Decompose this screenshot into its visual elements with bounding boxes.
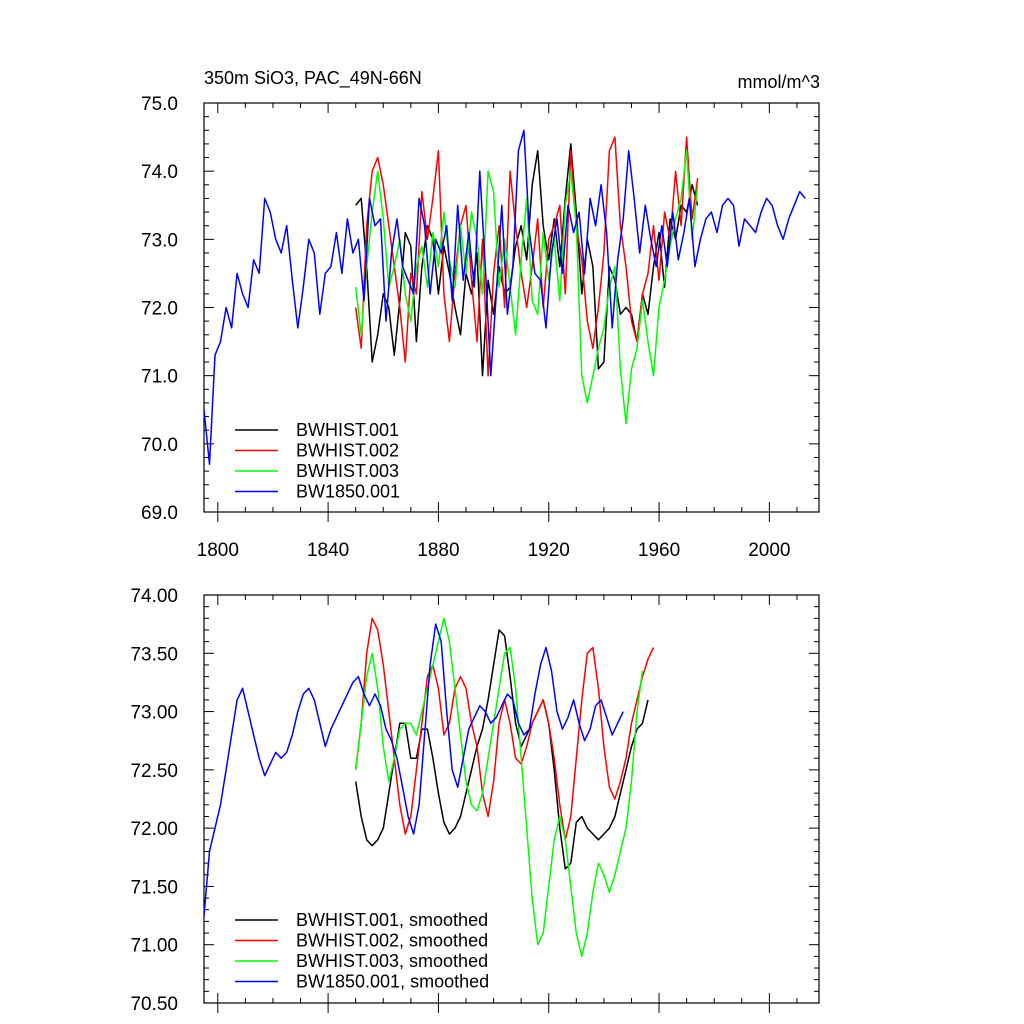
y-tick-label: 70.50 <box>130 994 178 1015</box>
plot-frame <box>203 594 820 1004</box>
y-tick-label: 73.00 <box>130 703 178 724</box>
legend-label: BW1850.001 <box>296 482 400 502</box>
y-tick-label: 75.0 <box>141 94 178 115</box>
y-tick-label: 73.0 <box>141 230 178 251</box>
y-tick-label: 69.0 <box>141 503 178 524</box>
legend-label: BW1850.001, smoothed <box>296 972 489 992</box>
legend-label: BWHIST.003 <box>296 461 399 481</box>
y-tick-label: 71.50 <box>130 877 178 898</box>
x-tick-label: 1840 <box>307 540 349 561</box>
units-label: mmol/m^3 <box>738 72 820 92</box>
y-tick-label: 74.0 <box>141 162 178 183</box>
series-line-2 <box>354 617 644 958</box>
y-tick-label: 72.00 <box>130 819 178 840</box>
legend-label: BWHIST.001, smoothed <box>296 910 488 930</box>
y-tick-label: 73.50 <box>130 644 178 665</box>
series-line-1 <box>354 136 699 377</box>
x-tick-label: 1800 <box>197 540 239 561</box>
chart-panel-smoothed: 70.50 71.00 71.50 72.00 72.50 73.00 73.50 74.00… <box>130 586 820 1015</box>
series-line-3 <box>203 129 806 466</box>
chart-title: 350m SiO3, PAC_49N-66N <box>204 68 422 89</box>
legend-label: BWHIST.001 <box>296 420 399 440</box>
y-tick-label: 71.00 <box>130 936 178 957</box>
y-tick-label: 71.0 <box>141 367 178 388</box>
y-tick-label: 70.0 <box>141 435 178 456</box>
series-line-2 <box>354 149 699 425</box>
y-tick-label: 74.00 <box>130 586 178 607</box>
series-line-3 <box>203 623 624 916</box>
x-tick-label: 1960 <box>638 540 680 561</box>
x-tick-label: 2000 <box>748 540 790 561</box>
legend-label: BWHIST.002 <box>296 441 399 461</box>
legend-label: BWHIST.002, smoothed <box>296 931 488 951</box>
x-tick-label: 1880 <box>417 540 459 561</box>
chart-panel-raw: 350m SiO3, PAC_49N-66N mmol/m^3 69.0 70.0… <box>141 68 820 561</box>
y-tick-label: 72.0 <box>141 299 178 320</box>
legend-label: BWHIST.003, smoothed <box>296 951 488 971</box>
x-tick-label: 1920 <box>528 540 570 561</box>
y-tick-label: 72.50 <box>130 761 178 782</box>
